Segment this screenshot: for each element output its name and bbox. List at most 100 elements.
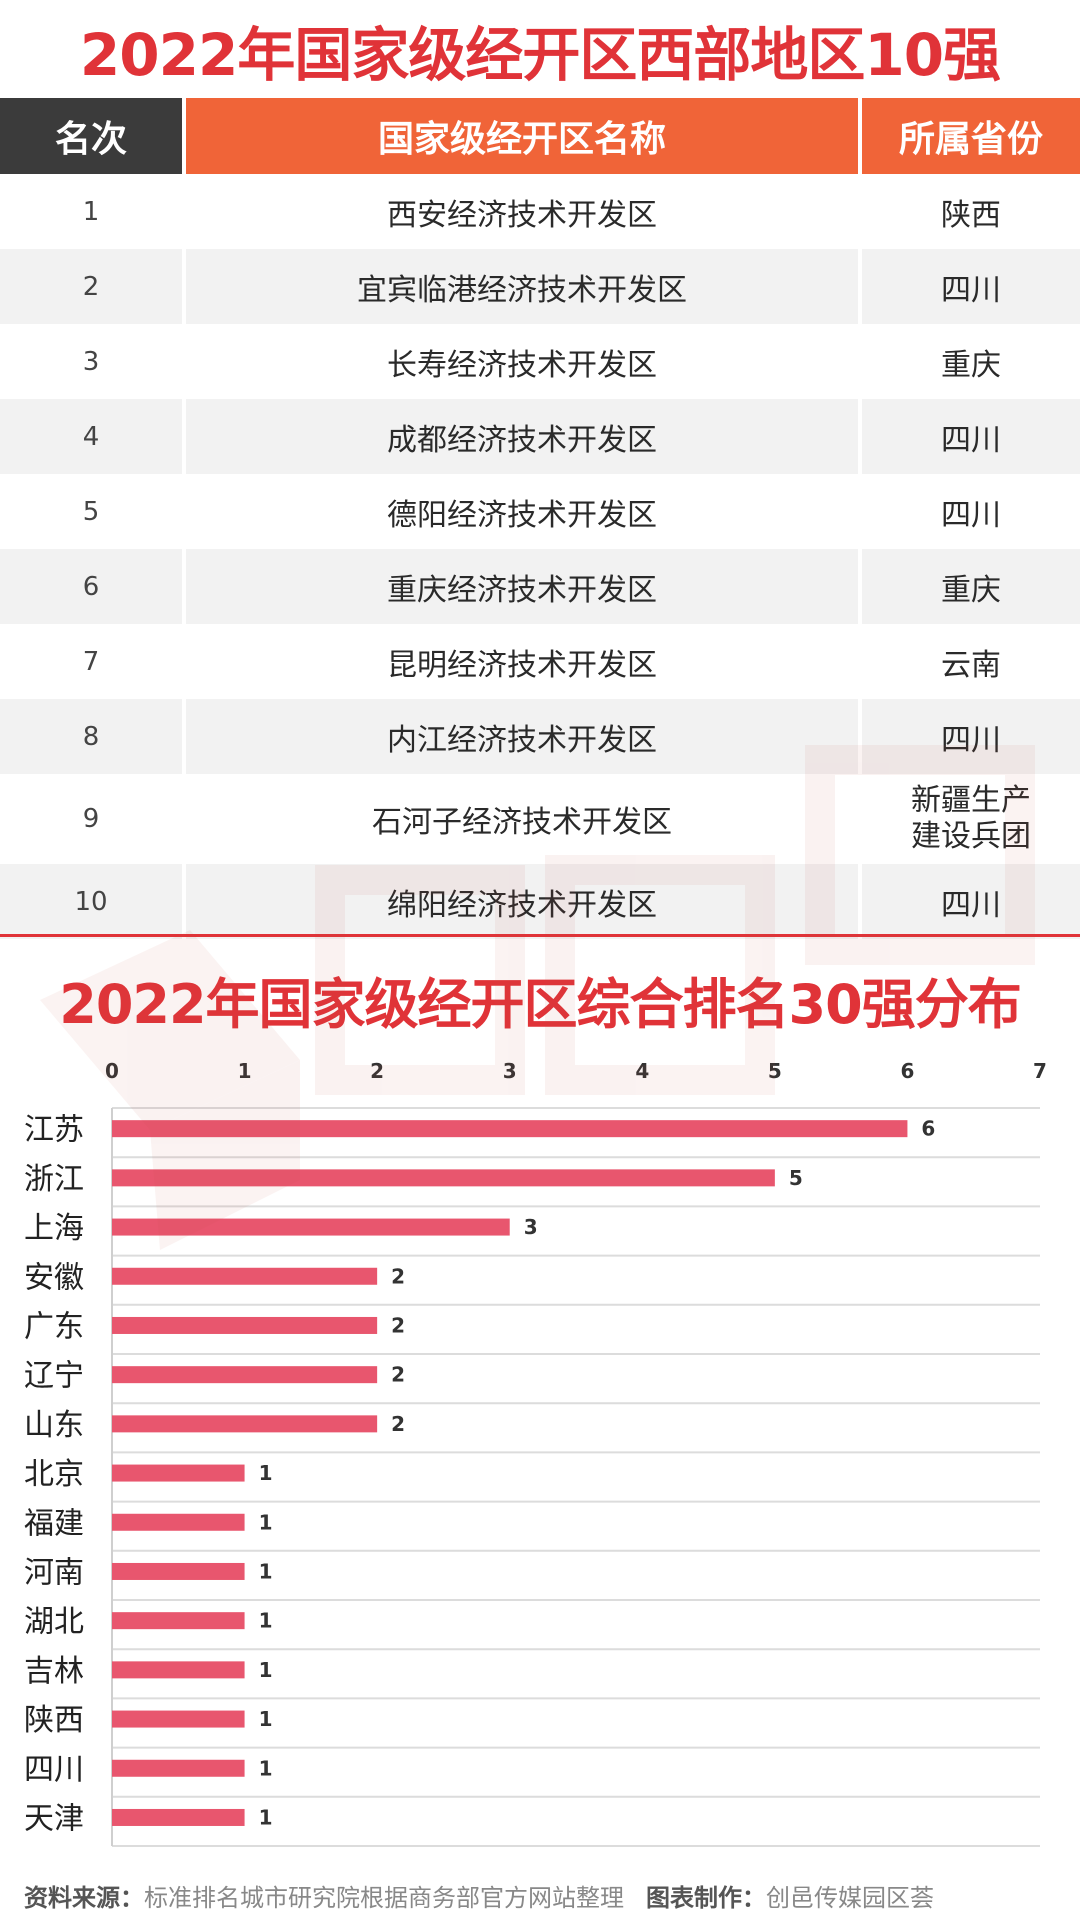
table-header: 名次 国家级经开区名称 所属省份: [0, 98, 1080, 174]
maker-key: 图表制作：: [646, 1884, 766, 1912]
table-row: 6 重庆经济技术开发区 重庆: [0, 549, 1080, 624]
province-cell: 新疆生产 建设兵团: [862, 774, 1080, 864]
zone-name-cell: 重庆经济技术开发区: [186, 549, 858, 624]
category-label: 山东: [24, 1408, 84, 1443]
table-row: 5 德阳经济技术开发区 四川: [0, 474, 1080, 549]
rank-cell: 4: [0, 399, 182, 474]
value-label: 1: [259, 1805, 273, 1829]
province-cell: 四川: [862, 249, 1080, 324]
chart-title: 2022年国家级经开区综合排名30强分布: [59, 973, 1021, 1036]
table-title: 2022年国家级经开区西部地区10强: [79, 21, 1001, 89]
bar: [112, 1218, 510, 1236]
maker-text: 创邑传媒园区荟: [766, 1884, 934, 1912]
bar: [112, 1661, 245, 1679]
value-label: 5: [789, 1166, 803, 1190]
bar: [112, 1612, 245, 1630]
value-label: 2: [391, 1363, 405, 1387]
value-label: 1: [259, 1658, 273, 1682]
category-label: 福建: [24, 1506, 84, 1541]
rank-cell: 7: [82, 646, 100, 677]
table-row: 10 绵阳经济技术开发区 四川: [0, 864, 1080, 939]
category-label: 浙江: [24, 1162, 84, 1197]
bar: [112, 1120, 908, 1138]
table-row: 4 成都经济技术开发区 四川: [0, 399, 1080, 474]
zone-name-cell: 德阳经济技术开发区: [387, 497, 657, 533]
rank-cell: 5: [82, 496, 100, 527]
rank-cell: 3: [82, 346, 100, 377]
table-row: 9 石河子经济技术开发区 新疆生产 建设兵团: [0, 774, 1080, 864]
bar-chart: 0 1 2 3 4 5 6 7 江苏 6 浙江 5 上海 3 安徽 2 广东 2 辽宁 2 山东 2 北京 1 福建 1 河南 1 湖北…: [24, 1059, 1047, 1847]
column-header: 名次: [0, 98, 182, 174]
value-label: 1: [259, 1510, 273, 1534]
bar: [112, 1169, 775, 1187]
rank-cell: 8: [0, 699, 182, 774]
province-cell: 重庆: [941, 347, 1001, 383]
zone-name-cell: 内江经济技术开发区: [186, 699, 858, 774]
x-tick-label: 2: [370, 1059, 384, 1083]
province-text: 新疆生产 建设兵团: [911, 783, 1031, 854]
x-tick-label: 7: [1033, 1059, 1047, 1083]
zone-name-cell: 石河子经济技术开发区: [372, 805, 672, 840]
x-tick-label: 4: [635, 1059, 649, 1083]
value-label: 1: [259, 1559, 273, 1583]
province-cell: 四川: [862, 864, 1080, 939]
category-label: 辽宁: [24, 1359, 84, 1394]
x-tick-label: 3: [503, 1059, 517, 1083]
bar: [112, 1366, 378, 1384]
x-tick-label: 0: [105, 1059, 119, 1083]
category-label: 安徽: [24, 1260, 84, 1295]
zone-name-cell: 长寿经济技术开发区: [387, 347, 657, 383]
value-label: 1: [259, 1756, 273, 1780]
province-cell: 四川: [862, 399, 1080, 474]
value-label: 2: [391, 1412, 405, 1436]
rank-cell: 10: [0, 864, 182, 939]
bar: [112, 1267, 378, 1285]
province-cell: 云南: [941, 647, 1001, 683]
table-row: 7 昆明经济技术开发区 云南: [0, 624, 1080, 699]
bar: [112, 1464, 245, 1482]
x-tick-label: 6: [900, 1059, 914, 1083]
table-row: 2 宜宾临港经济技术开发区 四川: [0, 249, 1080, 324]
rank-cell: 6: [0, 549, 182, 624]
zone-name-cell: 绵阳经济技术开发区: [186, 864, 858, 939]
zone-name-cell: 昆明经济技术开发区: [387, 647, 657, 683]
value-label: 2: [391, 1264, 405, 1288]
category-label: 广东: [24, 1309, 84, 1344]
category-label: 江苏: [24, 1113, 84, 1148]
province-cell: 陕西: [941, 197, 1001, 233]
table-row: 3 长寿经济技术开发区 重庆: [0, 324, 1080, 399]
category-label: 北京: [24, 1457, 84, 1492]
footer: 资料来源：标准排名城市研究院根据商务部官方网站整理 图表制作：创邑传媒园区荟: [24, 1878, 934, 1913]
source-key: 资料来源：: [24, 1884, 144, 1912]
category-label: 河南: [24, 1555, 84, 1590]
value-label: 1: [259, 1461, 273, 1485]
bar: [112, 1316, 378, 1334]
bar: [112, 1415, 378, 1433]
table-row: 1 西安经济技术开发区 陕西: [0, 174, 1080, 249]
x-tick-label: 1: [238, 1059, 252, 1083]
bar: [112, 1808, 245, 1826]
bar: [112, 1562, 245, 1580]
zone-name-cell: 宜宾临港经济技术开发区: [186, 249, 858, 324]
value-label: 1: [259, 1609, 273, 1633]
category-label: 上海: [24, 1211, 84, 1246]
bar: [112, 1759, 245, 1777]
bar: [112, 1710, 245, 1728]
value-label: 2: [391, 1313, 405, 1337]
province-cell: 重庆: [862, 549, 1080, 624]
province-cell: 四川: [941, 497, 1001, 533]
source-text: 标准排名城市研究院根据商务部官方网站整理: [144, 1884, 624, 1912]
x-tick-label: 5: [768, 1059, 782, 1083]
rank-cell: 9: [82, 804, 100, 834]
divider: [0, 934, 1080, 937]
rank-cell: 1: [82, 196, 100, 227]
category-label: 四川: [24, 1752, 84, 1787]
value-label: 3: [524, 1215, 538, 1239]
zone-name-cell: 西安经济技术开发区: [387, 197, 657, 233]
category-label: 陕西: [24, 1703, 84, 1738]
zone-name-cell: 成都经济技术开发区: [186, 399, 858, 474]
bar: [112, 1513, 245, 1531]
rank-cell: 2: [0, 249, 182, 324]
category-label: 天津: [24, 1801, 84, 1836]
category-label: 吉林: [24, 1654, 84, 1689]
